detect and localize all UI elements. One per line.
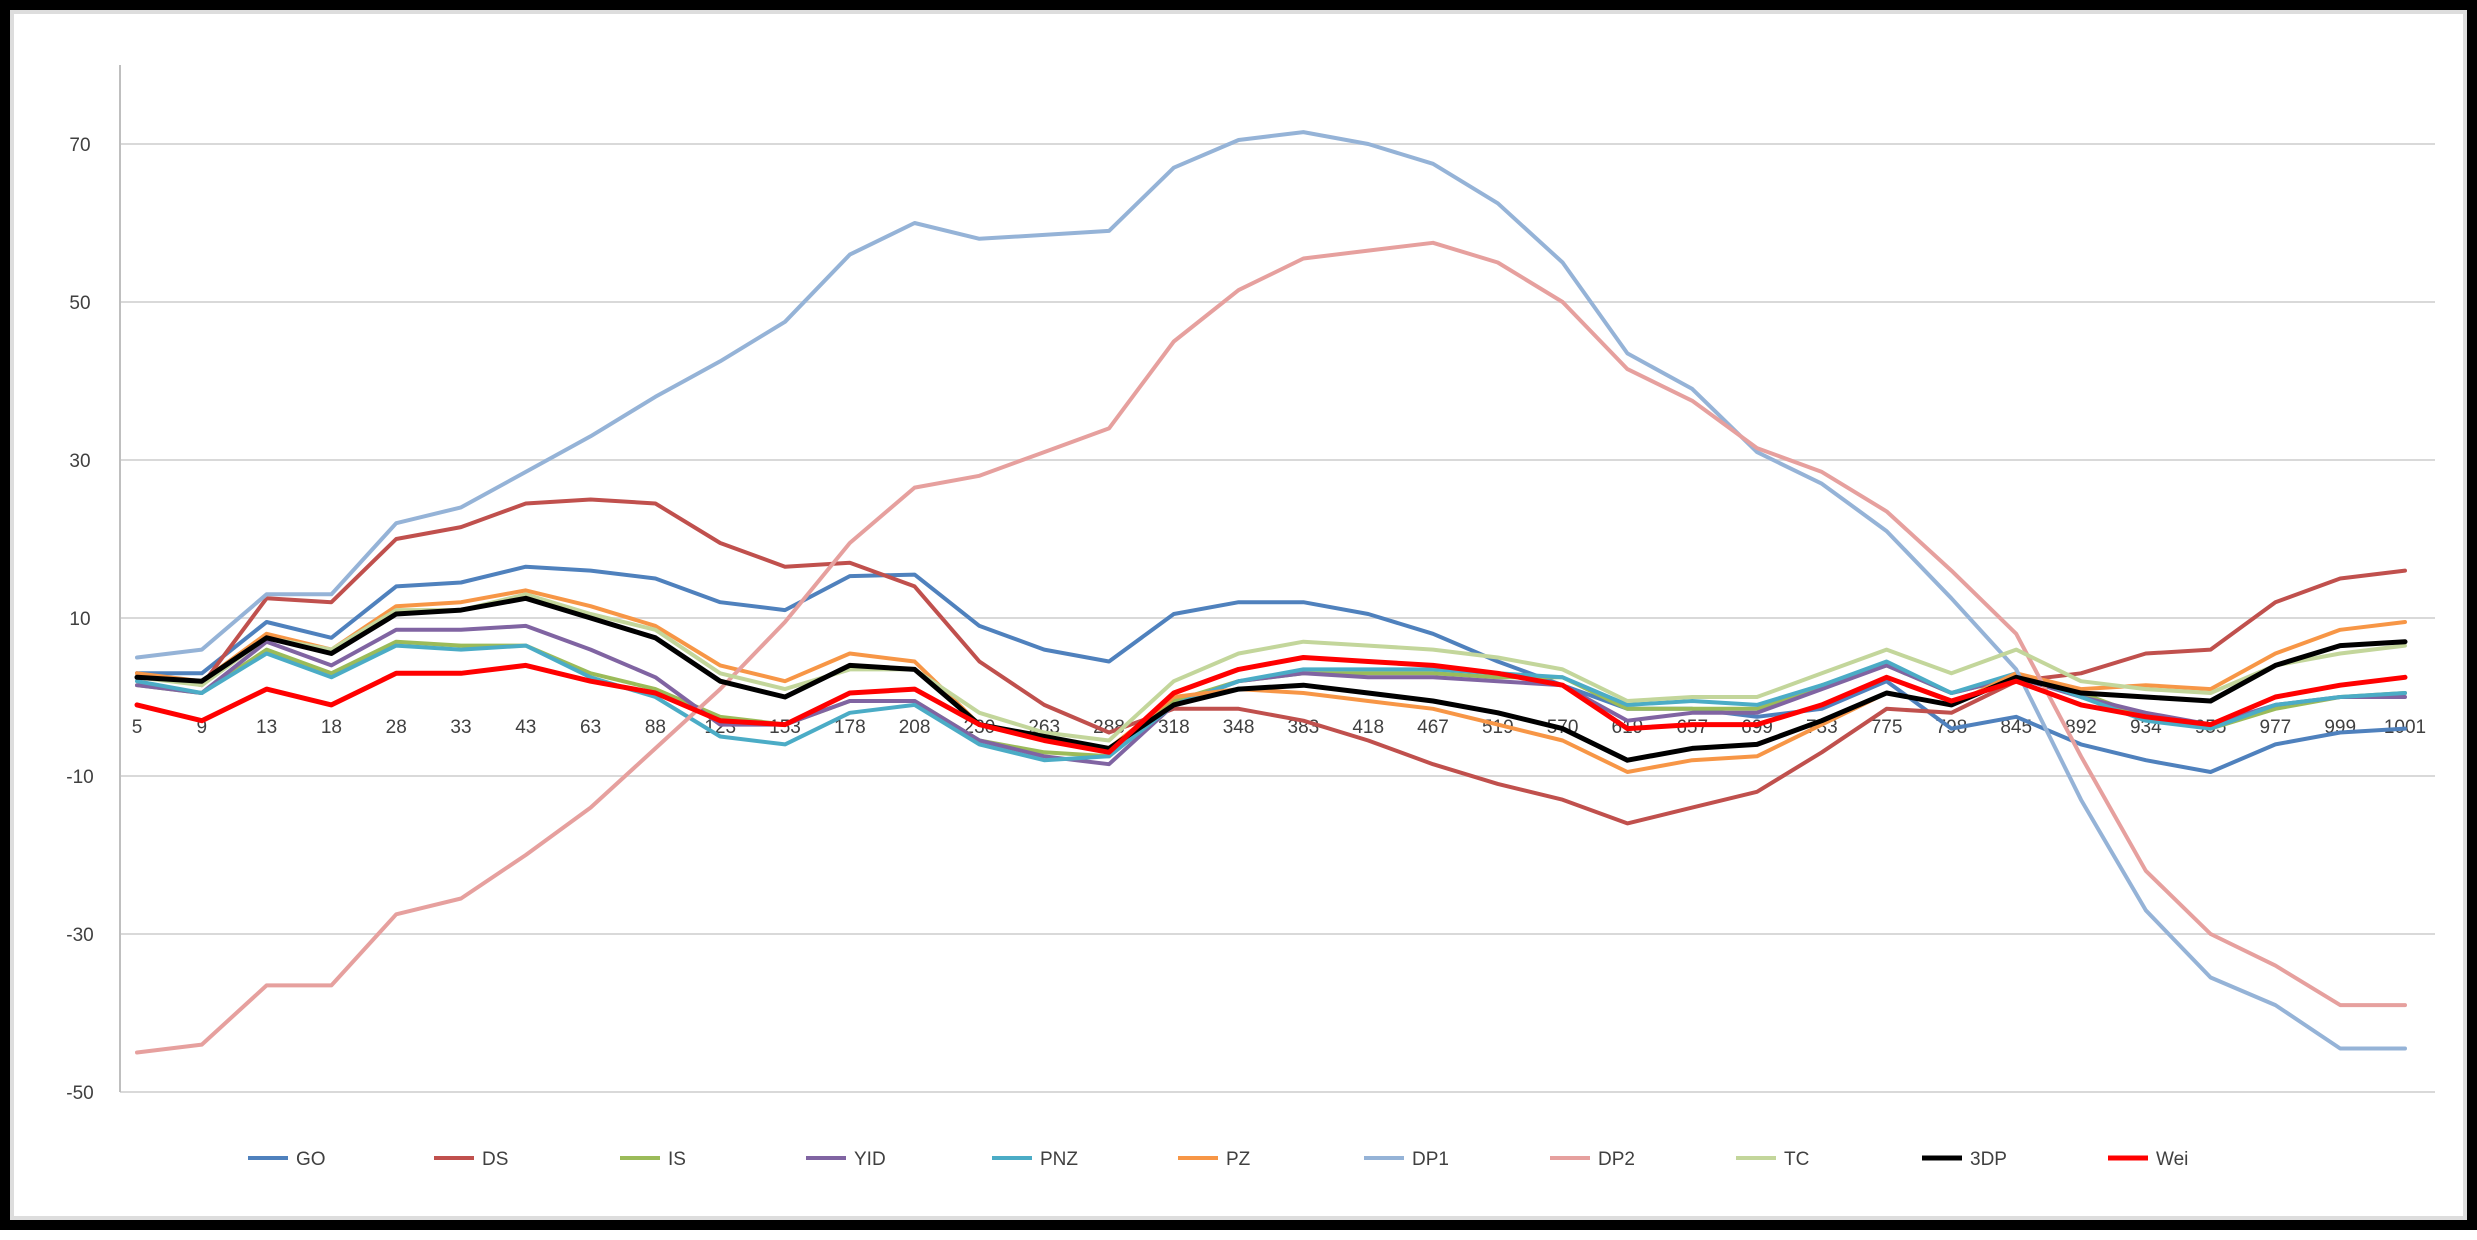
- series-line-wei: [134, 655, 2408, 755]
- x-tick-label: 63: [580, 717, 601, 738]
- y-axis-ticks: -50 -30 -10 10 30 50 70: [66, 135, 93, 1104]
- x-tick-label: 418: [1352, 717, 1384, 738]
- y-tick-label: 50: [69, 293, 90, 314]
- series-line-dp1: [135, 130, 2407, 1051]
- x-tick-label: 9: [197, 717, 208, 738]
- x-tick-label: 18: [321, 717, 342, 738]
- y-tick-label: -10: [66, 767, 93, 788]
- x-tick-label: 892: [2065, 717, 2097, 738]
- x-tick-label: 43: [515, 717, 536, 738]
- x-tick-label: 775: [1871, 717, 1903, 738]
- y-tick-label: 70: [69, 135, 90, 156]
- x-tick-label: 5: [132, 717, 143, 738]
- x-tick-label: 318: [1158, 717, 1190, 738]
- y-tick-label: 10: [69, 609, 90, 630]
- x-tick-label: 88: [645, 717, 666, 738]
- legend-label-pz: PZ: [1226, 1149, 1251, 1170]
- x-tick-label: 208: [899, 717, 931, 738]
- x-tick-label: 178: [834, 717, 866, 738]
- series-line-tc: [135, 592, 2407, 743]
- x-tick-label: 28: [386, 717, 407, 738]
- x-tick-label: 33: [450, 717, 471, 738]
- legend-label-3dp: 3DP: [1970, 1149, 2007, 1170]
- legend-label-yid: YID: [854, 1149, 886, 1170]
- legend-label-dp2: DP2: [1598, 1149, 1635, 1170]
- y-tick-label: -30: [66, 925, 93, 946]
- x-tick-label: 977: [2260, 717, 2292, 738]
- legend: GO DS IS YID PNZ PZ DP1 DP2 TC 3DP Wei: [248, 1149, 2188, 1170]
- legend-label-go: GO: [296, 1149, 326, 1170]
- gridlines: [120, 143, 2435, 1093]
- y-tick-label: 30: [69, 451, 90, 472]
- legend-label-wei: Wei: [2156, 1149, 2188, 1170]
- plot-background: [120, 65, 2435, 1092]
- legend-label-tc: TC: [1784, 1149, 1809, 1170]
- x-tick-label: 467: [1417, 717, 1449, 738]
- legend-label-dp1: DP1: [1412, 1149, 1449, 1170]
- series-line-pz: [135, 588, 2407, 774]
- series-line-3dp: [134, 595, 2408, 763]
- legend-label-ds: DS: [482, 1149, 508, 1170]
- legend-label-pnz: PNZ: [1040, 1149, 1078, 1170]
- series-lines: [134, 130, 2408, 1055]
- x-tick-label: 13: [256, 717, 277, 738]
- series-line-go: [135, 564, 2407, 774]
- x-tick-label: 348: [1223, 717, 1255, 738]
- legend-label-is: IS: [668, 1149, 686, 1170]
- y-tick-label: -50: [66, 1083, 93, 1104]
